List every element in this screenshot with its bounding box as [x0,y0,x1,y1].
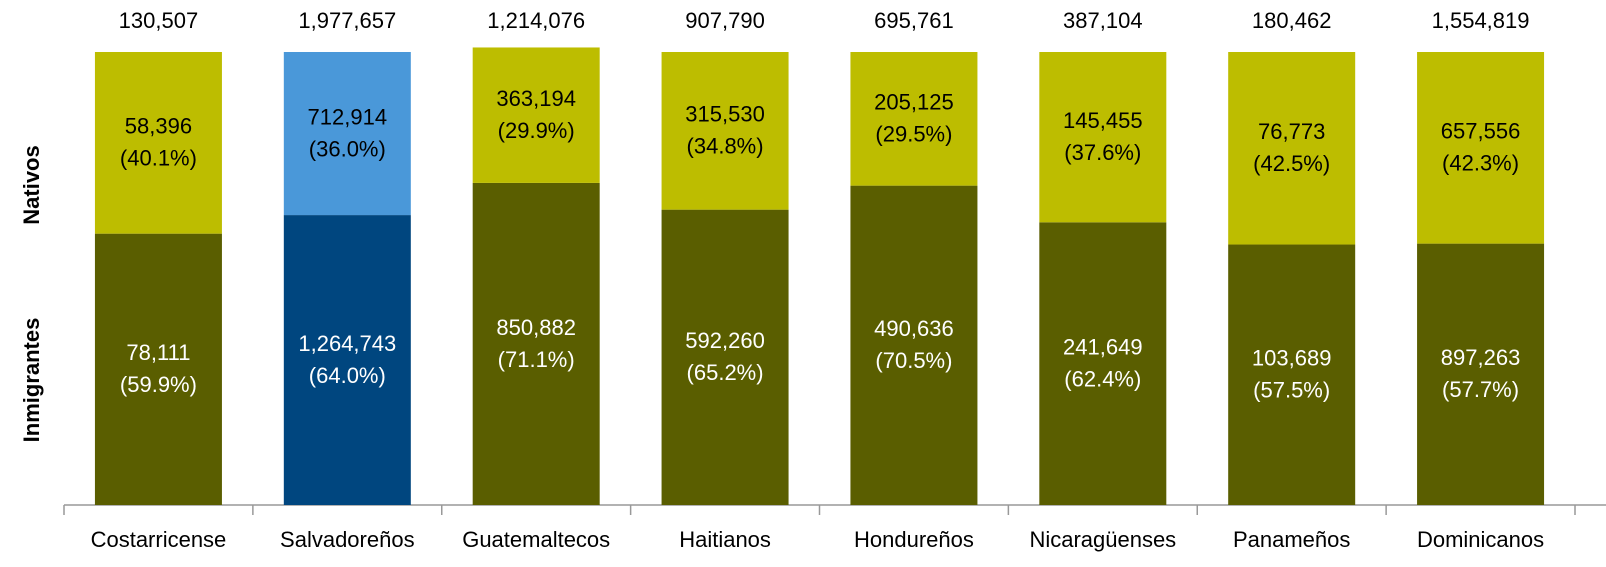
total-label: 387,104 [1063,8,1143,33]
segment-percent-label: (59.9%) [120,372,197,397]
bar-segment [1039,52,1167,223]
segment-count-label: 850,882 [496,315,576,340]
segment-percent-label: (42.5%) [1253,151,1330,176]
total-label: 130,507 [119,8,199,33]
segment-count-label: 78,111 [126,340,190,365]
x-tick-label: Costarricense [91,527,227,552]
x-tick-label: Hondureños [854,527,974,552]
total-label: 907,790 [685,8,765,33]
bar-segment [850,185,978,505]
bar-segment [1417,243,1545,505]
total-label: 1,554,819 [1432,8,1530,33]
segment-count-label: 205,125 [874,90,954,115]
bar-segment [661,52,789,210]
segment-count-label: 145,455 [1063,108,1143,133]
segment-percent-label: (34.8%) [687,134,764,159]
segment-percent-label: (37.6%) [1064,140,1141,165]
total-label: 695,761 [874,8,954,33]
bar-segment [472,182,600,506]
bar-segment [94,233,222,505]
x-tick-label: Panameños [1233,527,1350,552]
segment-percent-label: (71.1%) [498,347,575,372]
series-label: Inmigrantes [19,318,44,443]
bar-segment [1228,52,1356,245]
bar-segment [1417,52,1545,244]
segment-count-label: 103,689 [1252,346,1332,371]
segment-percent-label: (64.0%) [309,363,386,388]
segment-percent-label: (57.7%) [1442,377,1519,402]
segment-count-label: 712,914 [308,104,388,129]
segment-percent-label: (40.1%) [120,146,197,171]
bar-segment [850,52,978,186]
x-tick-label: Guatemaltecos [462,527,610,552]
segment-count-label: 592,260 [685,328,765,353]
segment-count-label: 1,264,743 [298,331,396,356]
bar-segment [1039,222,1167,505]
segment-percent-label: (57.5%) [1253,378,1330,403]
segment-count-label: 76,773 [1258,119,1325,144]
bar-segment [283,215,411,505]
x-tick-label: Dominicanos [1417,527,1544,552]
segment-count-label: 897,263 [1441,345,1521,370]
x-tick-label: Nicaragüenses [1029,527,1176,552]
segment-count-label: 657,556 [1441,119,1521,144]
segment-percent-label: (42.3%) [1442,151,1519,176]
total-label: 1,214,076 [487,8,585,33]
x-tick-label: Salvadoreños [280,527,415,552]
segment-count-label: 58,396 [125,114,192,139]
segment-percent-label: (62.4%) [1064,366,1141,391]
bar-segment [472,47,600,183]
total-label: 180,462 [1252,8,1332,33]
segment-percent-label: (29.5%) [875,122,952,147]
series-label: Nativos [19,145,44,224]
segment-percent-label: (65.2%) [687,360,764,385]
total-label: 1,977,657 [298,8,396,33]
segment-count-label: 490,636 [874,316,954,341]
bar-segment [94,52,222,234]
x-tick-label: Haitianos [679,527,771,552]
segment-percent-label: (29.9%) [498,118,575,143]
bar-segment [1228,244,1356,505]
segment-percent-label: (70.5%) [875,348,952,373]
segment-count-label: 241,649 [1063,334,1143,359]
segment-count-label: 363,194 [496,86,576,111]
bar-segment [283,52,411,216]
bar-segment [661,209,789,506]
segment-count-label: 315,530 [685,102,765,127]
segment-percent-label: (36.0%) [309,136,386,161]
